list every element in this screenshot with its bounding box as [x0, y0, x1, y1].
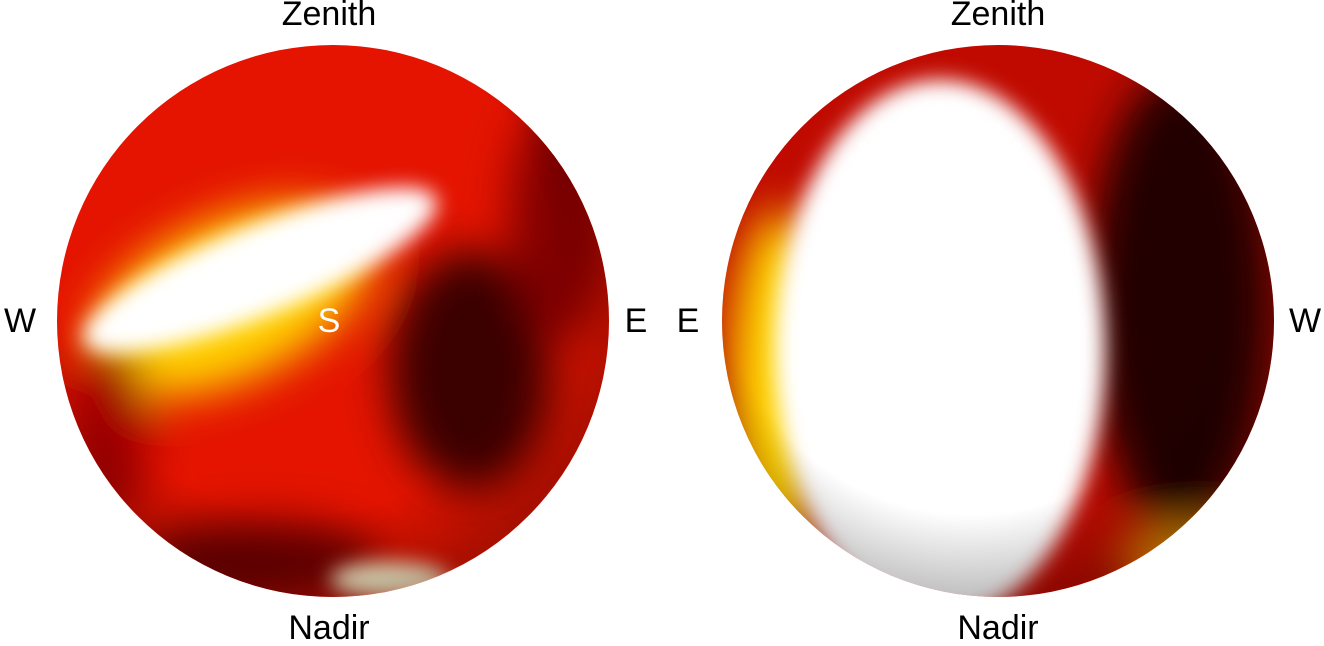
- label-right: E: [625, 302, 648, 340]
- sphere-right: [722, 45, 1274, 597]
- label-bottom: Nadir: [957, 609, 1038, 646]
- label-left: W: [4, 302, 36, 340]
- label-center: S: [318, 302, 341, 340]
- label-bottom: Nadir: [288, 609, 369, 646]
- label-top: Zenith: [951, 0, 1046, 33]
- sphere-left: [57, 45, 609, 597]
- label-left: E: [677, 302, 700, 340]
- label-right: W: [1289, 302, 1321, 340]
- label-top: Zenith: [282, 0, 377, 33]
